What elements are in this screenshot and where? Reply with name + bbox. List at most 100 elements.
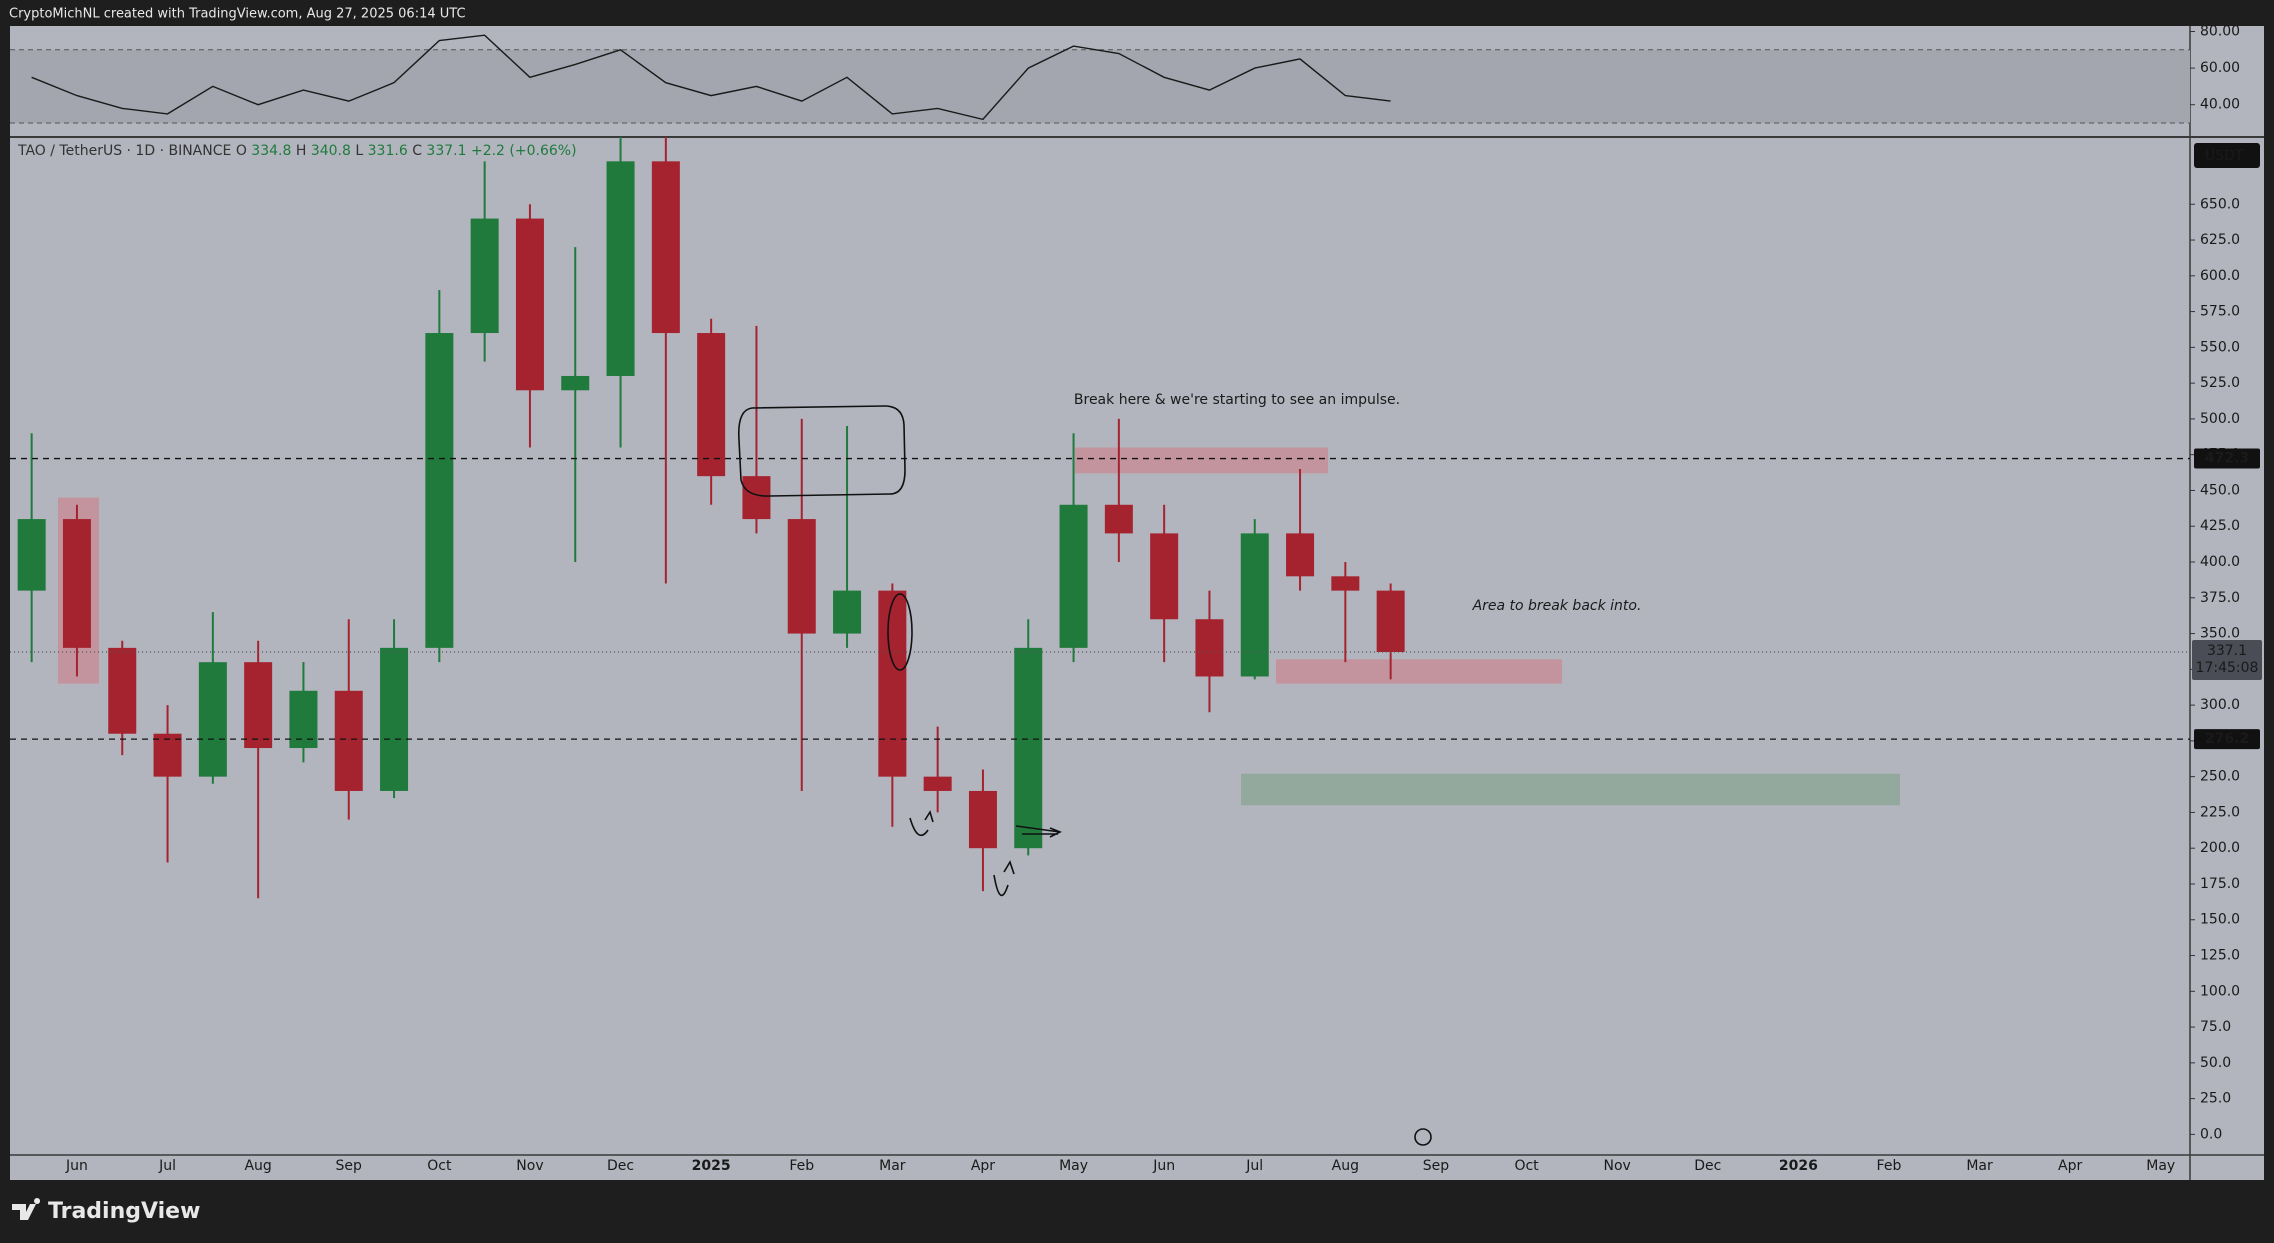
countdown-label: 17:45:08 bbox=[2196, 660, 2259, 676]
candle-body bbox=[1240, 533, 1269, 677]
x-tick-label: Dec bbox=[607, 1158, 634, 1174]
x-tick-label: Nov bbox=[1603, 1158, 1630, 1174]
x-tick-label: Mar bbox=[879, 1158, 906, 1174]
x-tick-label: May bbox=[2146, 1158, 2175, 1174]
x-tick-label: May bbox=[1059, 1158, 1088, 1174]
price-tick-label: 25.0 bbox=[2200, 1091, 2231, 1107]
ohlc-label: L bbox=[355, 143, 363, 159]
current-price-label: 337.1 bbox=[2207, 643, 2247, 659]
candle-body bbox=[62, 519, 91, 648]
price-tick-label: 425.0 bbox=[2200, 518, 2240, 534]
price-tick-label: 175.0 bbox=[2200, 876, 2240, 892]
price-tick-label: 150.0 bbox=[2200, 912, 2240, 928]
drawn-arrow bbox=[1015, 825, 1062, 838]
candle-body bbox=[380, 647, 409, 791]
drawn-arrow bbox=[909, 810, 934, 837]
level-label-box bbox=[2194, 448, 2260, 469]
level-label-box bbox=[2194, 729, 2260, 750]
x-tick-label: Oct bbox=[1514, 1158, 1539, 1174]
candle-body bbox=[561, 375, 590, 391]
x-tick-label: Aug bbox=[244, 1158, 271, 1174]
x-tick-label: Apr bbox=[2058, 1158, 2082, 1174]
price-tick-label: 500.0 bbox=[2200, 411, 2240, 427]
candle-body bbox=[1059, 504, 1088, 648]
currency-box bbox=[2194, 143, 2260, 168]
candle-body bbox=[968, 790, 997, 849]
x-tick-label: Jun bbox=[65, 1158, 88, 1174]
x-tick-label: Sep bbox=[336, 1158, 363, 1174]
candle-body bbox=[1376, 590, 1405, 653]
rsi-tick-label: 80.00 bbox=[2200, 23, 2240, 39]
ohlc-value: 337.1 bbox=[426, 143, 466, 159]
x-tick-label: 2025 bbox=[692, 1158, 731, 1174]
candle-body bbox=[1014, 647, 1043, 849]
price-tick-label: 225.0 bbox=[2200, 804, 2240, 820]
rsi-line bbox=[31, 34, 1391, 121]
ohlc-value: 340.8 bbox=[311, 143, 351, 159]
symbol-legend: TAO / TetherUS · 1D · BINANCE O 334.8 H … bbox=[17, 143, 577, 159]
price-tick-label: 75.0 bbox=[2200, 1019, 2231, 1035]
logo-mark bbox=[12, 1198, 41, 1220]
level-label: 276.2 bbox=[2205, 731, 2249, 747]
candle-body bbox=[742, 476, 771, 520]
candle-body bbox=[1286, 533, 1315, 577]
rsi-tick-label: 40.00 bbox=[2200, 97, 2240, 113]
candle-body bbox=[878, 590, 907, 777]
drawn-box bbox=[737, 405, 906, 497]
price-tick-label: 200.0 bbox=[2200, 840, 2240, 856]
x-tick-label: Mar bbox=[1966, 1158, 1993, 1174]
price-tick-label: 400.0 bbox=[2200, 554, 2240, 570]
candle-body bbox=[1150, 533, 1179, 620]
level-label: 472.3 bbox=[2205, 451, 2249, 467]
price-tick-label: 125.0 bbox=[2200, 948, 2240, 964]
drawn-ellipse bbox=[887, 593, 913, 671]
x-tick-label: Jul bbox=[1245, 1158, 1263, 1174]
price-tick-label: 0.0 bbox=[2200, 1126, 2222, 1142]
candle-body bbox=[1195, 619, 1224, 677]
price-tick-label: 100.0 bbox=[2200, 983, 2240, 999]
candle-body bbox=[198, 662, 227, 777]
x-tick-label: 2026 bbox=[1779, 1158, 1818, 1174]
logo: TradingView bbox=[12, 1198, 200, 1224]
x-tick-label: Sep bbox=[1423, 1158, 1450, 1174]
chart-background bbox=[10, 26, 2264, 1180]
zone bbox=[1241, 773, 1900, 806]
candle-body bbox=[470, 218, 499, 334]
x-tick-label: Aug bbox=[1332, 1158, 1359, 1174]
drawn-arrow bbox=[993, 860, 1015, 897]
header-title: CryptoMichNL created with TradingView.co… bbox=[9, 7, 466, 22]
ohlc-label: O bbox=[236, 143, 247, 159]
price-tick-label: 525.0 bbox=[2200, 375, 2240, 391]
x-tick-label: Apr bbox=[971, 1158, 995, 1174]
symbol-name: TAO / TetherUS · 1D · BINANCE bbox=[17, 143, 231, 159]
current-price-box bbox=[2192, 640, 2262, 681]
candle-body bbox=[787, 519, 816, 634]
logo-text: TradingView bbox=[48, 1199, 200, 1224]
price-tick-label: 650.0 bbox=[2200, 196, 2240, 212]
candle-body bbox=[425, 333, 454, 648]
candle-body bbox=[923, 776, 952, 791]
drawn-icon bbox=[1414, 1128, 1432, 1146]
price-tick-label: 450.0 bbox=[2200, 482, 2240, 498]
candle-body bbox=[651, 161, 680, 334]
zone bbox=[1276, 659, 1562, 684]
rsi-band bbox=[10, 49, 2190, 124]
zone bbox=[1075, 447, 1328, 474]
price-tick-label: 250.0 bbox=[2200, 769, 2240, 785]
candle-body bbox=[289, 690, 318, 749]
candle-body bbox=[17, 519, 46, 591]
price-tick-label: 625.0 bbox=[2200, 232, 2240, 248]
candle-body bbox=[1104, 504, 1133, 534]
x-tick-label: Oct bbox=[427, 1158, 452, 1174]
hand-drawings bbox=[737, 405, 1432, 1146]
candle-body bbox=[334, 690, 363, 791]
price-tick-label: 575.0 bbox=[2200, 304, 2240, 320]
axes: 40.00 60.00 80.00 0.0 25.0 50.0 75.0 100.0 125.0… bbox=[17, 23, 2262, 1174]
annotation: Break here & we're starting to see an im… bbox=[1074, 392, 1400, 408]
candle-body bbox=[833, 590, 862, 634]
price-tick-label: 50.0 bbox=[2200, 1055, 2231, 1071]
rsi-tick-label: 60.00 bbox=[2200, 60, 2240, 76]
candle-body bbox=[153, 733, 182, 777]
candle-body bbox=[1331, 576, 1360, 591]
